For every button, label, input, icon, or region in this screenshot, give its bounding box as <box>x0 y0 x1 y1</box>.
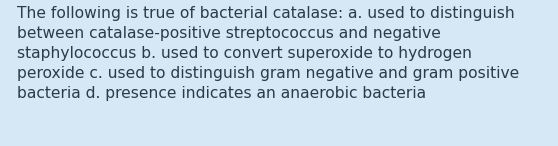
Text: The following is true of bacterial catalase: a. used to distinguish
between cata: The following is true of bacterial catal… <box>17 6 519 101</box>
